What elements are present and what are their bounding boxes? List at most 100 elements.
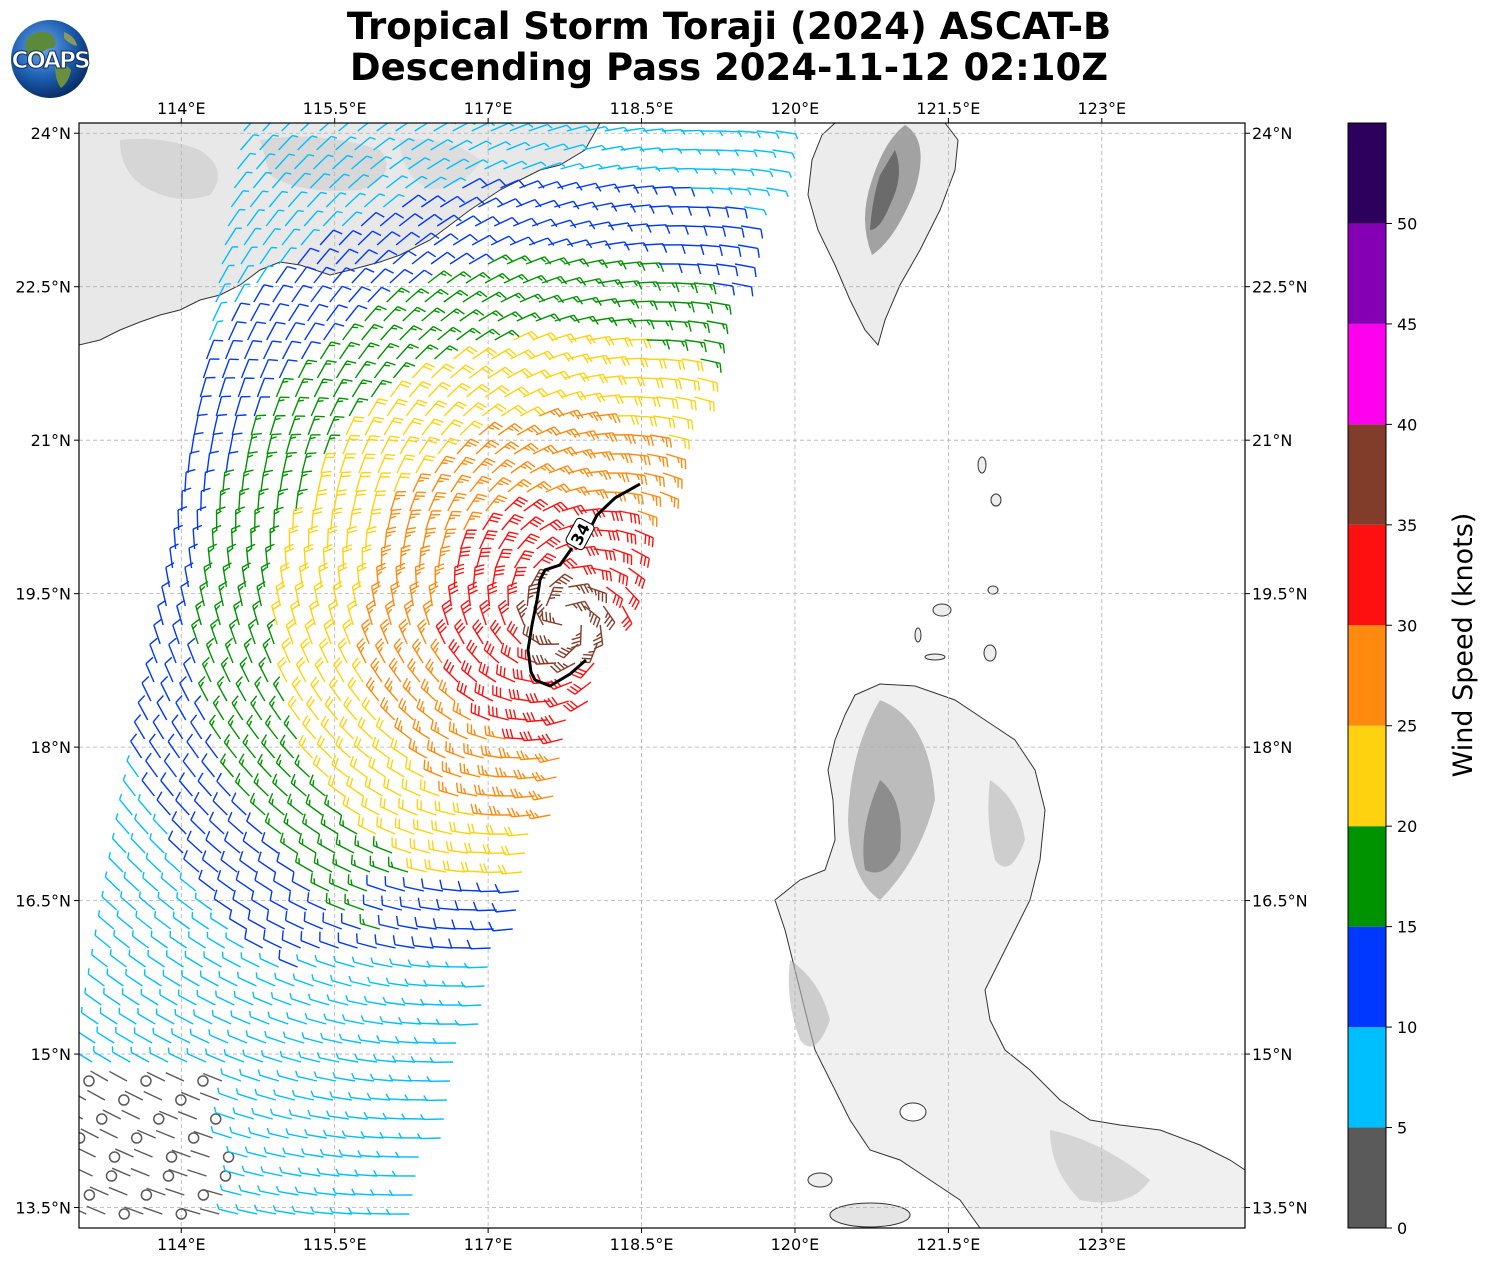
- wind-barb: [282, 1147, 305, 1158]
- wind-barb: [203, 1072, 223, 1082]
- wind-barb: [475, 328, 501, 341]
- wind-barb: [344, 893, 365, 911]
- wind-barb: [354, 249, 378, 265]
- wind-barb: [279, 734, 295, 759]
- wind-barb: [303, 911, 323, 930]
- wind-barb: [577, 411, 603, 422]
- wind-barb: [235, 1203, 258, 1215]
- wind-barb: [153, 618, 162, 645]
- wind-barb: [231, 302, 251, 322]
- wind-barb: [355, 471, 372, 493]
- wind-barb: [507, 367, 533, 379]
- wind-barb: [338, 1033, 362, 1044]
- wind-barb: [239, 656, 250, 683]
- wind-barb: [253, 773, 269, 797]
- wind-barb: [265, 209, 285, 227]
- wind-barb: [372, 836, 393, 854]
- wind-barb: [452, 233, 478, 246]
- wind-barb: [56, 1167, 74, 1176]
- wind-barb: [211, 1009, 232, 1025]
- wind-barb: [278, 359, 298, 379]
- wind-barb: [458, 196, 485, 208]
- wind-barb: [772, 149, 796, 159]
- wind-barb: [302, 715, 317, 740]
- wind-barb: [260, 562, 271, 588]
- lat-tick-label-right: 16.5°N: [1252, 892, 1308, 911]
- wind-barb: [304, 1128, 327, 1139]
- wind-barb: [289, 992, 311, 1006]
- wind-barb: [277, 656, 288, 683]
- wind-barb: [357, 1034, 381, 1044]
- wind-barb: [389, 380, 412, 398]
- wind-barb: [157, 891, 175, 911]
- wind-barb: [160, 675, 171, 702]
- wind-barb: [659, 491, 680, 509]
- wind-barb: [121, 1109, 141, 1120]
- wind-barb: [586, 354, 612, 365]
- wind-barb: [513, 442, 539, 455]
- wind-barb: [531, 771, 557, 782]
- wind-barb: [557, 295, 584, 305]
- wind-barb: [232, 1107, 254, 1120]
- wind-barb: [228, 432, 243, 455]
- wind-barb: [304, 618, 315, 645]
- wind-barb: [388, 657, 402, 683]
- wind-barb: [250, 302, 270, 322]
- wind-barb: [410, 1056, 435, 1063]
- wind-barb: [327, 599, 338, 626]
- wind-barb: [150, 930, 169, 949]
- wind-barb: [375, 716, 393, 740]
- wind-barb: [703, 339, 726, 354]
- wind-barb: [307, 415, 325, 436]
- wind-barb: [557, 181, 583, 191]
- wind-barb: [426, 960, 450, 968]
- wind-barb: [199, 1092, 220, 1101]
- wind-barb: [637, 510, 658, 527]
- wind-barb: [335, 248, 359, 265]
- wind-barb: [198, 869, 216, 892]
- wind-barb: [228, 321, 247, 341]
- wind-barb: [419, 779, 440, 797]
- wind-barb: [598, 279, 624, 289]
- wind-barb: [348, 975, 371, 987]
- wind-barb: [492, 685, 513, 702]
- wind-barb: [240, 358, 259, 379]
- wind-barb: [428, 491, 447, 512]
- wind-barb: [517, 533, 540, 550]
- wind-barb: [371, 490, 387, 512]
- wind-barb: [323, 618, 334, 645]
- wind-barb: [360, 211, 385, 227]
- wind-barb: [283, 812, 301, 835]
- wind-barb: [455, 215, 482, 227]
- wind-barb: [338, 123, 350, 132]
- wind-barb: [111, 832, 127, 854]
- wind-barb: [450, 474, 472, 493]
- wind-barb: [734, 149, 758, 158]
- wind-barb: [294, 378, 314, 398]
- wind-barb: [364, 305, 387, 322]
- wind-barb: [467, 823, 491, 835]
- wind-barb: [178, 772, 193, 797]
- wind-barb: [80, 1006, 99, 1025]
- wind-barb: [165, 1072, 185, 1082]
- wind-barb: [244, 451, 258, 474]
- wind-barb: [189, 1028, 210, 1044]
- wind-barb: [380, 324, 403, 341]
- wind-barb: [320, 1032, 343, 1044]
- wind-barb: [282, 451, 297, 474]
- wind-barb: [229, 1126, 251, 1139]
- wind-barb: [183, 656, 193, 683]
- wind-barb: [288, 415, 306, 436]
- wind-barb: [313, 581, 324, 607]
- wind-barb: [525, 692, 550, 704]
- wind-barb: [79, 1168, 93, 1177]
- wind-barb: [411, 362, 435, 379]
- wind-barb: [487, 581, 498, 607]
- wind-barb: [159, 1110, 179, 1120]
- wind-barb: [311, 507, 323, 531]
- wind-barb: [143, 1206, 163, 1215]
- wind-barb: [349, 755, 367, 778]
- wind-barb: [503, 273, 530, 284]
- wind-barb: [612, 434, 636, 444]
- wind-barb: [102, 1109, 122, 1120]
